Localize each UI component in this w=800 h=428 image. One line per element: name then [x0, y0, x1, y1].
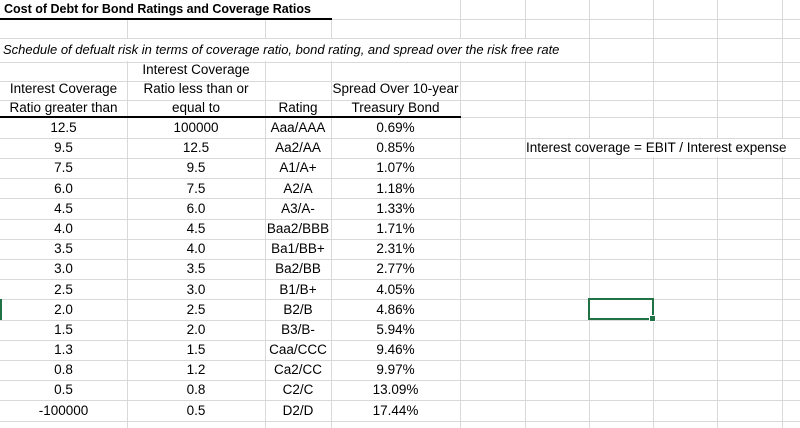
cell-rating[interactable]: Ba1/BB+ — [271, 241, 325, 257]
cell-spread[interactable]: 9.46% — [376, 342, 415, 358]
cell-spread[interactable]: 1.18% — [376, 180, 415, 196]
cell-rating[interactable]: Ba2/BB — [275, 261, 321, 277]
cell-spread[interactable]: 1.07% — [376, 160, 415, 176]
cell-coverage-less-equal[interactable]: 1.5 — [186, 342, 206, 358]
cell-coverage-greater-than[interactable]: 12.5 — [50, 120, 77, 135]
selection-row-edge-indicator — [0, 299, 2, 320]
ratings-table: 12.5 100000 Aaa/AAA 0.69% 9.5 12.5 Aa2/A… — [0, 118, 460, 421]
cell-rating[interactable]: B1/B+ — [279, 281, 317, 297]
cell-coverage-greater-than[interactable]: 3.0 — [54, 261, 73, 277]
cell-coverage-greater-than[interactable]: 1.5 — [54, 321, 73, 337]
cell-coverage-less-equal[interactable]: 100000 — [173, 120, 219, 135]
header-line: Spread Over 10-year — [332, 81, 459, 96]
cell-coverage-greater-than[interactable]: 0.5 — [54, 382, 73, 398]
cell-rating[interactable]: D2/D — [282, 402, 314, 418]
cell-coverage-less-equal[interactable]: 12.5 — [182, 140, 210, 156]
cell-coverage-less-equal[interactable]: 9.5 — [186, 160, 206, 176]
header-line: Treasury Bond — [351, 99, 440, 115]
cell-coverage-greater-than[interactable]: -100000 — [38, 402, 89, 418]
header-line: Interest Coverage — [142, 62, 250, 77]
header-line: equal to — [171, 99, 221, 115]
cell-spread[interactable]: 5.94% — [376, 321, 415, 337]
header-coverage-greater-than[interactable]: Interest Coverage Ratio greater than — [0, 80, 127, 118]
cell-spread[interactable]: 2.31% — [376, 241, 415, 257]
cell-spread[interactable]: 2.77% — [376, 261, 415, 277]
cell-coverage-less-equal[interactable]: 0.8 — [186, 382, 206, 398]
cell-spread[interactable]: 1.71% — [376, 220, 415, 236]
header-line: Ratio greater than — [9, 99, 118, 115]
cell-coverage-greater-than[interactable]: 3.5 — [54, 241, 73, 257]
header-line: Ratio less than or — [143, 80, 249, 96]
cell-rating[interactable]: A3/A- — [281, 200, 315, 216]
cell-rating[interactable]: C2/C — [282, 382, 314, 398]
cell-spread[interactable]: 0.69% — [376, 120, 415, 135]
cell-coverage-greater-than[interactable]: 9.5 — [54, 140, 73, 156]
cell-coverage-greater-than[interactable]: 0.8 — [54, 362, 73, 378]
cell-spread[interactable]: 4.05% — [376, 281, 415, 297]
header-underline — [0, 115, 461, 118]
cell-spread[interactable]: 9.97% — [376, 362, 415, 378]
cell-spread[interactable]: 17.44% — [372, 402, 419, 418]
header-line: Interest Coverage — [9, 81, 118, 96]
cell-spread[interactable]: 13.09% — [372, 382, 419, 398]
cell-coverage-greater-than[interactable]: 2.5 — [54, 281, 73, 297]
cell-rating[interactable]: Baa2/BBB — [266, 220, 330, 236]
cell-rating[interactable]: Aaa/AAA — [270, 120, 326, 135]
cell-coverage-less-equal[interactable]: 4.5 — [186, 220, 206, 236]
cell-coverage-less-equal[interactable]: 1.2 — [186, 362, 206, 378]
header-line: Rating — [278, 100, 318, 115]
cell-coverage-greater-than[interactable]: 4.5 — [54, 200, 73, 216]
subtitle-cell[interactable]: Schedule of defualt risk in terms of cov… — [0, 39, 585, 61]
cell-rating[interactable]: A2/A — [283, 180, 313, 196]
cell-coverage-greater-than[interactable]: 1.3 — [54, 342, 73, 358]
cell-rating[interactable]: A1/A+ — [279, 160, 317, 176]
header-coverage-less-equal[interactable]: Interest Coverage Ratio less than or equ… — [127, 61, 265, 117]
cell-rating[interactable]: Ca2/CC — [273, 362, 322, 378]
cell-coverage-less-equal[interactable]: 2.0 — [186, 321, 206, 337]
fill-handle[interactable] — [649, 315, 656, 322]
header-rating[interactable]: Rating — [265, 99, 331, 118]
cell-coverage-less-equal[interactable]: 0.5 — [186, 402, 206, 418]
cell-rating[interactable]: B2/B — [283, 301, 313, 317]
title-cell[interactable]: Cost of Debt for Bond Ratings and Covera… — [0, 0, 332, 20]
cell-coverage-less-equal[interactable]: 3.0 — [186, 281, 206, 297]
cell-rating[interactable]: B3/B- — [281, 321, 315, 337]
cell-rating[interactable]: Caa/CCC — [269, 342, 327, 358]
selected-cell[interactable] — [588, 298, 656, 322]
cell-coverage-less-equal[interactable]: 7.5 — [186, 180, 206, 196]
cell-coverage-less-equal[interactable]: 3.5 — [186, 261, 206, 277]
cell-spread[interactable]: 4.86% — [376, 301, 415, 317]
cell-coverage-less-equal[interactable]: 4.0 — [186, 241, 206, 257]
cell-coverage-less-equal[interactable]: 6.0 — [186, 200, 206, 216]
note-cell[interactable]: Interest coverage = EBIT / Interest expe… — [526, 139, 800, 157]
cell-coverage-less-equal[interactable]: 2.5 — [186, 301, 206, 317]
cell-coverage-greater-than[interactable]: 6.0 — [54, 180, 73, 196]
header-spread[interactable]: Spread Over 10-year Treasury Bond — [331, 80, 460, 118]
cell-spread[interactable]: 1.33% — [376, 200, 415, 216]
cell-rating[interactable]: Aa2/AA — [275, 140, 321, 156]
cell-coverage-greater-than[interactable]: 2.0 — [54, 301, 73, 317]
cell-coverage-greater-than[interactable]: 7.5 — [54, 160, 73, 176]
cell-coverage-greater-than[interactable]: 4.0 — [54, 220, 73, 236]
cell-spread[interactable]: 0.85% — [376, 140, 415, 156]
